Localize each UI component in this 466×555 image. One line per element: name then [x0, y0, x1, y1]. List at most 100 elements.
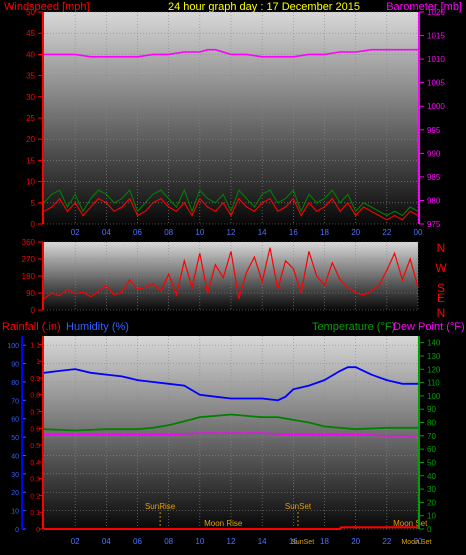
bottom-hour-tick-label: 08: [164, 537, 173, 546]
bottom-hour-tick-label: 18: [320, 537, 329, 546]
temperature-tick-label: 100: [427, 392, 441, 401]
temperature-tick-label: 20: [427, 498, 436, 507]
humidity-line: [43, 366, 418, 402]
rainfall-tick-label: 0.5: [30, 443, 40, 450]
moonset-axis-label: Moon Set: [401, 539, 431, 546]
humidity-tick-label: 20: [11, 490, 19, 497]
dewpoint-line: [44, 432, 418, 437]
rainfall-tick-label: 0.9: [30, 376, 40, 383]
windspeed-tick-label: 45: [26, 29, 35, 38]
rainfall-tick-label: 0.8: [30, 393, 40, 400]
windspeed-tick-label: 10: [26, 178, 35, 187]
barometer-tick-label: 1010: [427, 55, 445, 64]
temperature-tick-label: 30: [427, 485, 436, 494]
direction-tick-label: 0: [31, 306, 36, 315]
temp-series-group: [43, 366, 418, 530]
temperature-tick-label: 0: [427, 525, 432, 534]
rainfall-tick-label: 0.2: [30, 493, 40, 500]
windspeed-tick-label: 35: [26, 72, 35, 81]
bottom-hour-tick-label: 04: [102, 537, 111, 546]
direction-series-group: [43, 247, 419, 300]
chart-title: 24 hour graph day : 17 December 2015: [168, 1, 360, 13]
compass-label: N: [437, 241, 446, 255]
compass-label: N: [437, 306, 446, 320]
windspeed-tick-label: 25: [26, 114, 35, 123]
humidity-tick-label: 70: [11, 398, 19, 405]
sunrise-label: SunRise: [145, 502, 176, 511]
bottom-hour-tick-label: 12: [227, 537, 236, 546]
rainfall-tick-label: 0.6: [30, 426, 40, 433]
rainfall-label: Rainfall (.in): [2, 321, 61, 333]
bottom-hour-tick-label: 10: [195, 537, 204, 546]
rainfall-line: [44, 526, 418, 530]
rainfall-tick-label: 0: [36, 527, 40, 534]
bottom-hour-tick-label: 14: [258, 537, 267, 546]
moonrise-label: Moon Rise: [204, 519, 243, 528]
sun-moon-events: SunRise SunSet Moon Rise Moon Set SunSet Moon…: [145, 502, 432, 546]
top-hour-tick-label: 16: [289, 228, 298, 237]
bottom-hour-tick-label: 20: [351, 537, 360, 546]
direction-grid: [44, 241, 419, 311]
temperature-tick-label: 130: [427, 352, 441, 361]
bottom-hour-tick-label: 06: [133, 537, 142, 546]
top-hour-tick-label: 06: [133, 228, 142, 237]
humidity-tick-label: 0: [15, 527, 19, 534]
temperature-line: [43, 413, 418, 432]
top-hour-tick-label: 18: [320, 228, 329, 237]
humidity-tick-label: 90: [11, 362, 19, 369]
humidity-tick-label: 50: [11, 435, 19, 442]
top-hour-tick-label: 08: [164, 228, 173, 237]
sunset-axis-label: SunSet: [291, 539, 314, 546]
temperature-tick-label: 10: [427, 512, 436, 521]
temperature-tick-label: 120: [427, 365, 441, 374]
humidity-tick-label: 60: [11, 417, 19, 424]
top-hour-tick-label: 00: [414, 228, 423, 237]
wind-series-group: [43, 48, 419, 221]
humidity-tick-label: 40: [11, 453, 19, 460]
barometer-tick-label: 1005: [427, 79, 445, 88]
temperature-tick-label: 80: [427, 419, 436, 428]
top-hour-tick-label: 14: [258, 228, 267, 237]
rainfall-axis: 0 0.1 0.2 0.3 0.4 0.5 0.6 0.7 0.8 0.9 1 1.1: [30, 342, 43, 534]
moonset-label: Moon Set: [393, 519, 428, 528]
top-hour-tick-label: 12: [227, 228, 236, 237]
barometer-tick-label: 995: [427, 126, 441, 135]
rainfall-tick-label: 0.1: [30, 510, 40, 517]
top-hour-tick-label: 20: [351, 228, 360, 237]
barometer-label: Barometer [mb]: [386, 1, 462, 13]
temperature-tick-label: 40: [427, 472, 436, 481]
temperature-tick-label: 50: [427, 458, 436, 467]
temperature-tick-label: 90: [427, 405, 436, 414]
humidity-label: Humidity (%): [66, 321, 129, 333]
windspeed-tick-label: 0: [31, 220, 36, 229]
wind-speed-line: [43, 197, 419, 221]
windspeed-tick-label: 20: [26, 135, 35, 144]
windspeed-tick-label: 15: [26, 156, 35, 165]
windspeed-tick-label: 30: [26, 93, 35, 102]
humidity-tick-label: 100: [7, 343, 19, 350]
bottom-hour-tick-label: 00: [414, 537, 423, 546]
temperature-tick-label: 110: [427, 379, 440, 388]
windspeed-axis: 0 5 10 15 20 25 30 35 40 45 50: [26, 8, 43, 229]
windspeed-tick-label: 50: [26, 8, 35, 17]
temperature-label: Temperature (°F): [312, 321, 395, 333]
rainfall-tick-label: 1: [36, 359, 40, 366]
dewpoint-label: Dew Point (°F): [393, 321, 465, 333]
humidity-tick-label: 10: [11, 509, 19, 516]
barometer-tick-label: 975: [427, 220, 441, 229]
compass-label: S: [437, 281, 445, 295]
temp-humidity-panel: 0 0.1 0.2 0.3 0.4 0.5 0.6 0.7 0.8 0.9 1 1.1 0 10 20 30…: [7, 336, 441, 546]
windspeed-tick-label: 40: [26, 50, 35, 59]
windspeed-tick-label: 5: [31, 199, 36, 208]
bottom-hour-axis: 02 04 06 08 10 12 14 16 18 20 22 00: [71, 537, 423, 546]
temperature-tick-label: 70: [427, 432, 436, 441]
barometer-line: [44, 48, 418, 58]
bottom-hour-tick-label: 16: [289, 537, 298, 546]
top-hour-tick-label: 22: [382, 228, 391, 237]
rainfall-tick-label: 0.7: [30, 410, 40, 417]
barometer-tick-label: 980: [427, 196, 441, 205]
temperature-tick-label: 60: [427, 445, 436, 454]
